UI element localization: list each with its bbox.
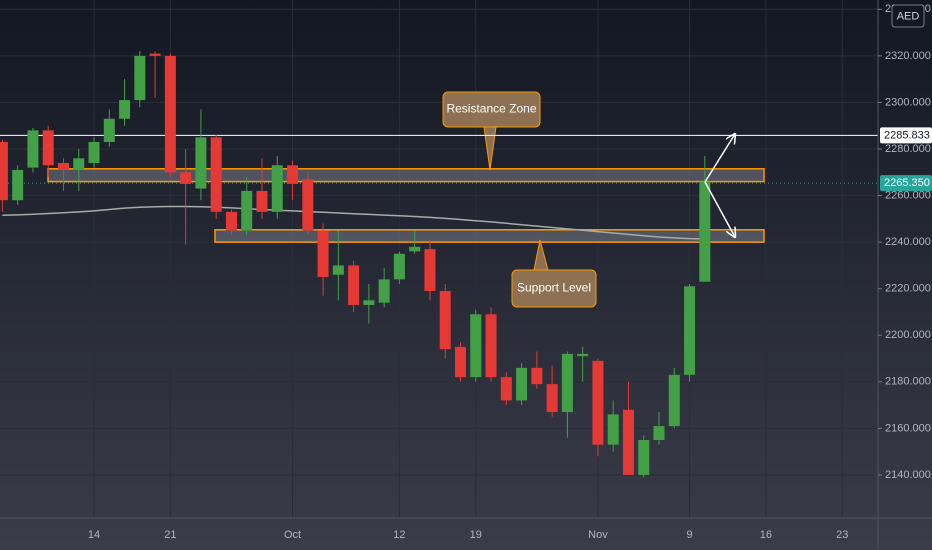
candle-body[interactable] <box>653 426 665 441</box>
x-tick-label: 12 <box>393 529 405 541</box>
y-tick-label: 2220.000 <box>885 283 931 295</box>
callout-box <box>511 269 597 308</box>
candle-body[interactable] <box>57 162 69 170</box>
callout-pointer <box>533 239 549 271</box>
x-tick-label: 23 <box>836 529 848 541</box>
candle-body[interactable] <box>164 55 176 173</box>
candle-body[interactable] <box>561 353 573 413</box>
candle-body[interactable] <box>592 360 604 445</box>
candle-body[interactable] <box>622 409 634 475</box>
candle-body[interactable] <box>516 367 528 401</box>
callout-label: Support Level <box>517 281 591 295</box>
candle-body[interactable] <box>225 211 237 231</box>
candle-body[interactable] <box>607 414 619 445</box>
candle-body[interactable] <box>393 253 405 280</box>
callout-pointer <box>483 126 497 171</box>
candle-body[interactable] <box>73 158 85 170</box>
x-tick-label: 19 <box>470 529 482 541</box>
candle-body[interactable] <box>684 286 696 375</box>
candle-body[interactable] <box>0 142 8 201</box>
x-tick-label: 14 <box>88 529 100 541</box>
candle-body[interactable] <box>439 291 451 350</box>
candle-body[interactable] <box>455 346 466 378</box>
candle-body[interactable] <box>348 265 360 305</box>
candle-body[interactable] <box>241 190 253 231</box>
x-tick-label: 21 <box>164 529 176 541</box>
candle-body[interactable] <box>149 53 161 56</box>
candle-body[interactable] <box>332 265 344 275</box>
up-arrow <box>704 134 735 183</box>
candle-body[interactable] <box>378 279 390 303</box>
zones: Resistance Zone Support Level <box>47 91 765 308</box>
candle-body[interactable] <box>424 249 436 292</box>
y-tick-label: 2300.000 <box>885 96 931 108</box>
zone <box>214 229 765 243</box>
currency-badge[interactable] <box>891 4 925 28</box>
candle-body[interactable] <box>256 190 268 212</box>
price-label: 2285.833 <box>884 129 930 141</box>
candle-body[interactable] <box>363 300 375 305</box>
candle-body[interactable] <box>12 169 24 201</box>
axes: 2140.000 2160.000 2180.000 2200.000 2220.000… <box>88 3 932 541</box>
candle-body[interactable] <box>485 314 497 378</box>
x-tick-label: Oct <box>284 529 301 541</box>
y-tick-label: 2140.000 <box>885 469 931 481</box>
x-tick-label: 16 <box>760 529 772 541</box>
callout-label: Resistance Zone <box>446 102 536 116</box>
candle-body[interactable] <box>668 374 680 427</box>
candle-body[interactable] <box>103 118 115 143</box>
x-tick-label: Nov <box>588 529 608 541</box>
callout-box <box>442 91 541 128</box>
candle-body[interactable] <box>287 165 299 184</box>
candle-body[interactable] <box>317 230 329 278</box>
down-arrow <box>704 181 735 237</box>
candle-body[interactable] <box>531 367 543 385</box>
candle-body[interactable] <box>577 353 589 357</box>
y-tick-label: 2180.000 <box>885 376 931 388</box>
moving-average-line <box>2 205 705 240</box>
price-label: 2265.350 <box>884 177 930 189</box>
currency-label: AED <box>897 10 920 22</box>
candle-body[interactable] <box>195 137 207 189</box>
plot <box>0 51 878 478</box>
candle-body[interactable] <box>27 130 39 168</box>
price-label-box <box>880 175 932 192</box>
candle-body[interactable] <box>638 440 650 475</box>
candle-body[interactable] <box>88 142 100 163</box>
candle-body[interactable] <box>271 165 283 212</box>
y-tick-label: 2260.000 <box>885 189 931 201</box>
candle-body[interactable] <box>409 246 421 252</box>
x-tick-label: 9 <box>686 529 692 541</box>
candle-body[interactable] <box>470 314 482 378</box>
candle-body[interactable] <box>302 179 314 231</box>
candle-body[interactable] <box>42 130 54 166</box>
candle-body[interactable] <box>180 172 192 184</box>
y-tick-label: 2200.000 <box>885 329 931 341</box>
y-tick-label: 2320.000 <box>885 50 931 62</box>
zone <box>47 168 765 183</box>
price-label-box <box>880 127 932 144</box>
y-tick-label: 2240.000 <box>885 236 931 248</box>
candle-body[interactable] <box>210 137 222 212</box>
y-tick-label: 2280.000 <box>885 143 931 155</box>
candle-body[interactable] <box>546 384 558 413</box>
candle-body[interactable] <box>699 181 711 282</box>
candle-body[interactable] <box>500 377 512 401</box>
candle-body[interactable] <box>119 100 131 119</box>
y-tick-label: 2160.000 <box>885 422 931 434</box>
candle-body[interactable] <box>134 55 146 101</box>
